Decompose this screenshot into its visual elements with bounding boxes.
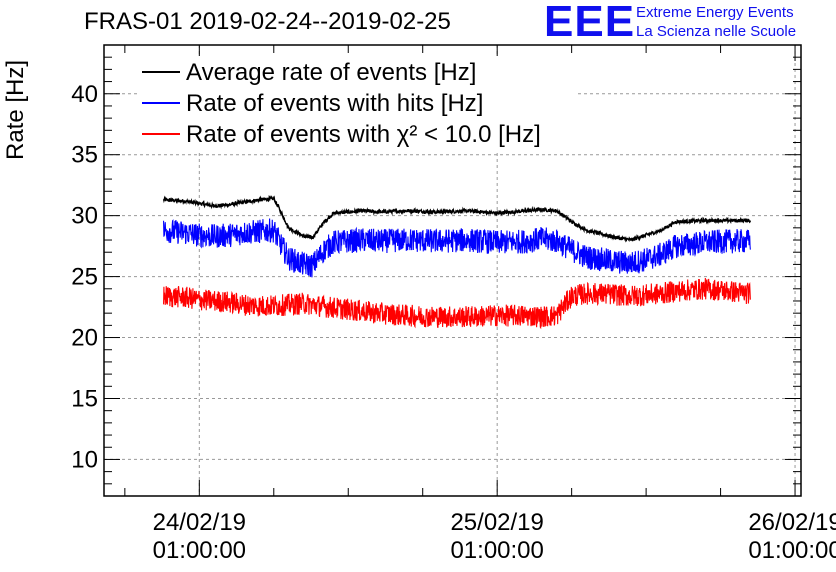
series-rate-with-hits: [163, 218, 751, 278]
x-tick-label-time: 01:00:00: [748, 537, 836, 564]
legend-background: [138, 56, 578, 152]
y-tick-label: 30: [71, 203, 98, 230]
y-tick-label: 15: [71, 385, 98, 412]
series-rate-chi2: [163, 277, 751, 330]
legend-entry: Rate of events with χ² < 10.0 [Hz]: [186, 121, 541, 148]
x-tick-label-date: 24/02/19: [153, 509, 246, 536]
series-average-rate: [162, 194, 752, 243]
legend-entry: Average rate of events [Hz]: [186, 59, 476, 86]
x-tick-label-time: 01:00:00: [450, 537, 543, 564]
y-tick-label: 20: [71, 325, 98, 352]
x-tick-label-time: 01:00:00: [153, 537, 246, 564]
y-tick-label: 25: [71, 264, 98, 291]
legend-entry: Rate of events with hits [Hz]: [186, 90, 483, 117]
chart-title: FRAS-01 2019-02-24--2019-02-25: [84, 8, 451, 35]
plot-frame: [103, 44, 802, 497]
y-tick-label: 35: [71, 142, 98, 169]
y-tick-label: 10: [71, 446, 98, 473]
y-tick-label: 40: [71, 81, 98, 108]
x-tick-label-date: 26/02/19: [748, 509, 836, 536]
eee-project-name: Extreme Energy Events La Scienza nelle S…: [636, 3, 796, 41]
eee-line2: La Scienza nelle Scuole: [636, 23, 797, 40]
x-tick-label-date: 25/02/19: [450, 509, 543, 536]
eee-line1: Extreme Energy Events: [636, 4, 794, 21]
eee-logo: EEE: [544, 0, 636, 46]
